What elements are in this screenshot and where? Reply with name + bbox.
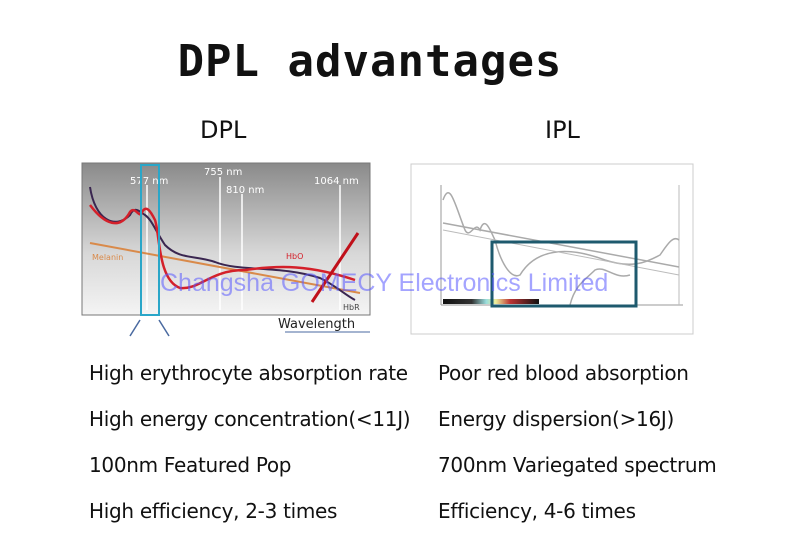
- marker-label: 1064 nm: [314, 176, 359, 187]
- curve-label-hbr: HbR: [343, 303, 360, 312]
- absorption-curve: [442, 192, 680, 277]
- ipl-point: 700nm Variegated spectrum: [438, 453, 717, 477]
- ipl-point: Energy dispersion(>16J): [438, 407, 674, 431]
- dpl-point: High erythrocyte absorption rate: [89, 361, 408, 385]
- cross-out-mark: [310, 232, 360, 303]
- dpl-point: High efficiency, 2-3 times: [89, 499, 338, 523]
- ipl-range-highlight-box: [490, 240, 638, 308]
- page-title: DPL advantages: [177, 36, 563, 87]
- melanin-curve: [89, 242, 361, 294]
- dpl-point: High energy concentration(<11J): [89, 407, 411, 431]
- marker-label: 755 nm: [204, 167, 242, 178]
- pointer-line: [158, 319, 170, 337]
- watermark: Changsha GOMECY Electronics Limited: [160, 269, 609, 297]
- dpl-absorption-chart: 577 nm 755 nm 810 nm 1064 nm Melanin HbO…: [81, 162, 371, 337]
- secondary-curve: [569, 268, 631, 306]
- ipl-absorption-chart: [410, 163, 694, 335]
- hbr-curve: [89, 186, 356, 301]
- dpl-point: 100nm Featured Pop: [89, 453, 292, 477]
- water-curve: [442, 229, 680, 276]
- curve-label-melanin: Melanin: [92, 253, 123, 262]
- marker-label: 810 nm: [226, 185, 264, 196]
- melanin-curve: [442, 222, 680, 268]
- chart-background: [410, 163, 694, 335]
- 577nm-highlight-box: [140, 164, 160, 316]
- ipl-heading: IPL: [545, 116, 580, 144]
- hbo-curve: [89, 204, 356, 290]
- pointer-line: [129, 319, 141, 337]
- dpl-heading: DPL: [200, 116, 247, 144]
- axis-label-wavelength: Wavelength: [278, 317, 355, 332]
- ipl-point: Efficiency, 4-6 times: [438, 499, 636, 523]
- curve-label-hbo: HbO: [286, 252, 303, 261]
- marker-label: 577 nm: [130, 176, 168, 187]
- ipl-point: Poor red blood absorption: [438, 361, 689, 385]
